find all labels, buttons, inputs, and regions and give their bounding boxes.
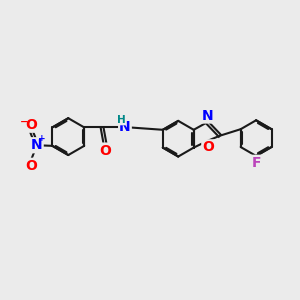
Text: N: N: [31, 138, 43, 152]
Text: −: −: [20, 117, 28, 127]
Text: +: +: [38, 134, 46, 143]
Text: O: O: [26, 159, 38, 173]
Text: N: N: [202, 109, 214, 122]
Text: O: O: [99, 144, 111, 158]
Text: O: O: [202, 140, 214, 154]
Text: N: N: [119, 120, 131, 134]
Text: F: F: [251, 156, 261, 170]
Text: O: O: [26, 118, 38, 132]
Text: H: H: [117, 115, 125, 125]
